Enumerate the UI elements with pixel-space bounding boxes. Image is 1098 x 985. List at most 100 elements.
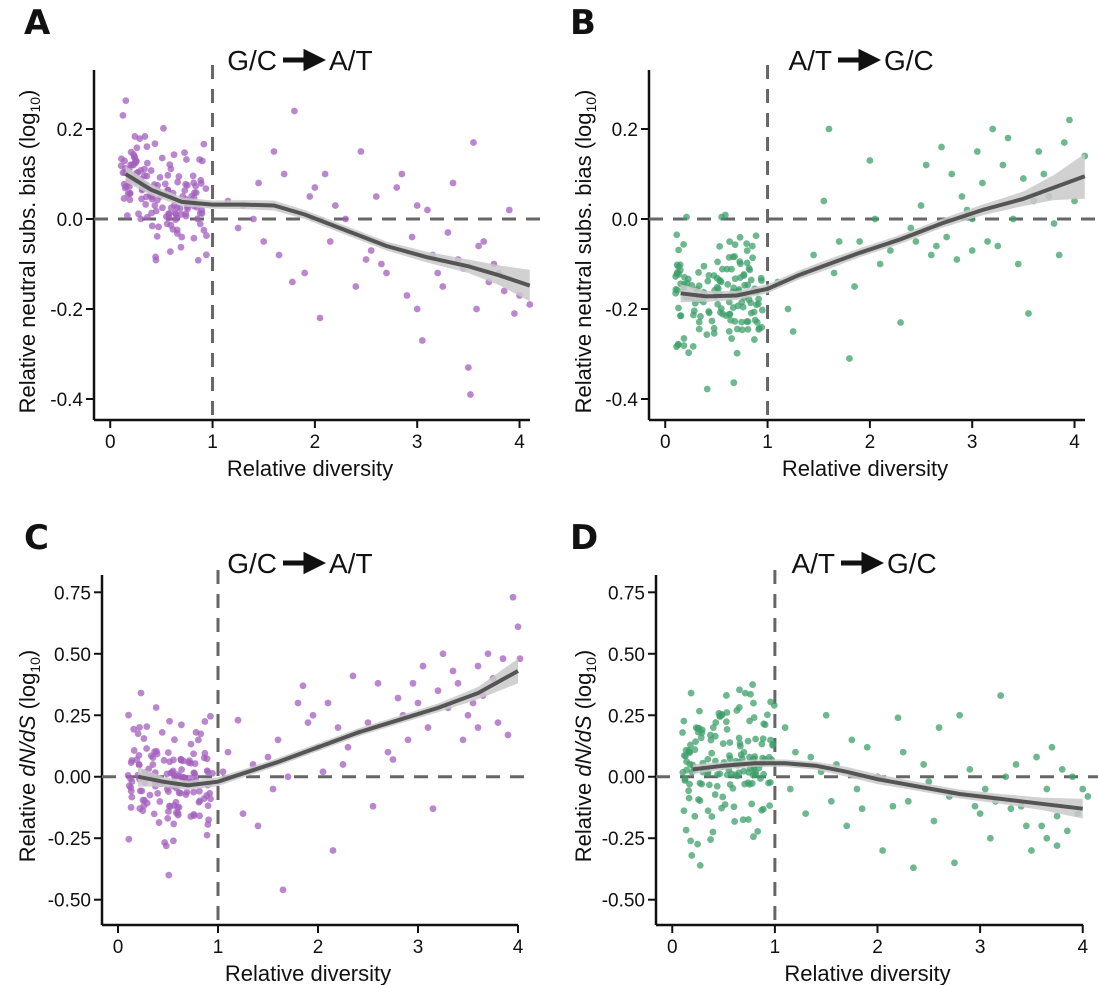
data-point xyxy=(695,269,702,276)
data-point xyxy=(876,260,884,268)
data-point xyxy=(696,707,703,715)
data-point xyxy=(291,107,298,115)
data-point xyxy=(755,295,762,303)
data-point xyxy=(201,718,209,725)
data-point xyxy=(470,139,477,146)
data-point xyxy=(321,170,329,178)
data-point xyxy=(182,791,190,798)
data-point xyxy=(686,749,694,756)
data-point xyxy=(748,242,756,250)
data-point xyxy=(187,740,195,748)
data-point xyxy=(722,718,730,726)
data-point xyxy=(751,753,759,760)
data-point xyxy=(344,743,352,751)
data-point xyxy=(747,690,754,698)
panel-letter: C xyxy=(24,518,49,558)
data-point xyxy=(202,251,210,259)
data-point xyxy=(408,233,416,241)
data-point xyxy=(680,240,687,248)
data-point xyxy=(329,847,337,854)
data-point xyxy=(958,193,966,200)
data-point xyxy=(684,275,692,283)
data-point xyxy=(973,148,981,155)
data-point xyxy=(306,193,314,200)
data-point xyxy=(514,623,522,631)
data-point xyxy=(786,785,794,793)
points xyxy=(679,681,1092,872)
data-point xyxy=(142,201,150,208)
data-point xyxy=(128,793,136,801)
data-point xyxy=(384,748,392,756)
data-point xyxy=(393,184,401,191)
x-tick-label: 1 xyxy=(770,937,781,958)
data-point xyxy=(176,772,184,780)
data-point xyxy=(685,794,693,802)
data-point xyxy=(718,265,726,273)
data-point xyxy=(206,712,214,720)
data-point xyxy=(316,314,324,322)
data-point xyxy=(726,739,734,746)
data-point xyxy=(334,724,342,731)
y-tick-label: -0.4 xyxy=(605,390,638,411)
data-point xyxy=(137,215,145,223)
panel-a: A G/C A/T -0.4 -0.2 0.0 0.2 0 1 2 3 4 Relative diver… xyxy=(15,3,545,481)
data-point xyxy=(364,719,372,727)
data-point xyxy=(953,256,961,263)
data-point xyxy=(204,802,212,810)
data-point xyxy=(673,343,680,351)
data-point xyxy=(723,725,731,733)
data-point xyxy=(697,734,705,742)
data-point xyxy=(871,215,879,223)
data-point xyxy=(398,170,406,178)
data-point xyxy=(680,342,688,349)
data-point xyxy=(169,837,177,845)
data-point xyxy=(352,283,360,290)
data-point xyxy=(203,831,211,839)
data-point xyxy=(175,803,183,811)
data-point xyxy=(170,151,178,159)
title-from: G/C xyxy=(227,45,277,76)
points xyxy=(672,116,1089,393)
data-point xyxy=(752,232,760,240)
data-point xyxy=(191,769,198,777)
data-point xyxy=(143,213,151,221)
data-point xyxy=(280,170,288,178)
data-point xyxy=(480,238,488,245)
data-point xyxy=(807,753,815,761)
data-point xyxy=(917,202,925,209)
data-point xyxy=(856,238,864,245)
data-point xyxy=(691,812,699,820)
panel-b: B A/T G/C -0.4 -0.2 0.0 0.2 0 1 2 3 4 Relative diver… xyxy=(570,3,1098,481)
data-point xyxy=(131,133,139,140)
data-point xyxy=(997,692,1005,699)
data-point xyxy=(730,379,738,387)
data-point xyxy=(825,125,833,133)
data-point xyxy=(190,234,198,242)
data-point xyxy=(196,156,203,163)
data-point xyxy=(716,242,724,250)
data-point xyxy=(989,125,997,133)
data-point xyxy=(1009,215,1017,223)
data-point xyxy=(166,717,173,725)
data-point xyxy=(930,817,938,825)
data-point xyxy=(164,171,172,179)
data-point xyxy=(680,335,688,342)
y-tick-label: -0.25 xyxy=(48,829,91,850)
data-point xyxy=(731,275,739,283)
data-point xyxy=(500,287,508,295)
data-point xyxy=(133,144,141,152)
data-point xyxy=(152,704,160,711)
data-point xyxy=(743,259,751,267)
data-point xyxy=(169,767,177,775)
data-point xyxy=(714,300,722,308)
data-point xyxy=(761,721,769,729)
data-point xyxy=(1028,847,1035,854)
data-point xyxy=(745,296,753,304)
data-point xyxy=(1071,197,1078,205)
data-point xyxy=(758,277,765,284)
data-point xyxy=(749,254,757,262)
data-point xyxy=(764,711,771,719)
data-point xyxy=(758,306,766,314)
data-point xyxy=(721,211,729,219)
data-point xyxy=(177,756,185,764)
